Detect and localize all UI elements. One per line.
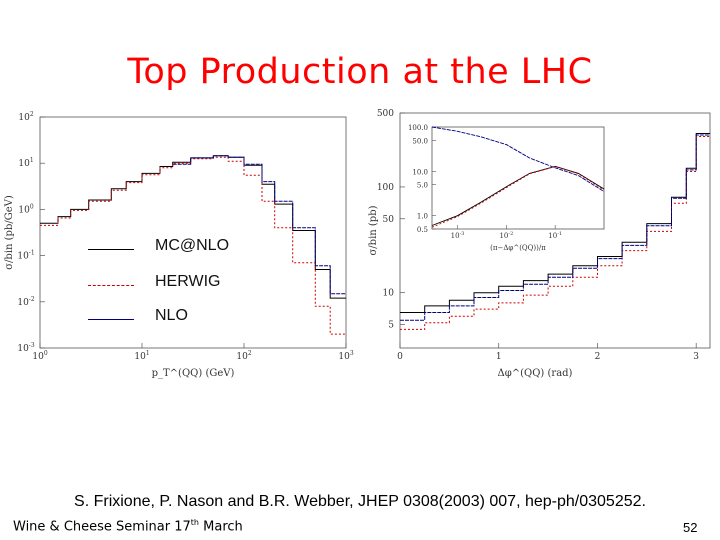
inset-y-tick-label: 1.0 xyxy=(417,213,428,221)
inset-x-tick-label: 10-2 xyxy=(499,231,513,240)
y-tick-label: 10-2 xyxy=(17,296,34,308)
plot-frame xyxy=(399,112,711,349)
series-line-herwig xyxy=(40,156,346,335)
inset-series-line-nlo xyxy=(431,126,605,192)
inset-x-tick-label: 10-1 xyxy=(548,231,562,240)
x-tick-label: 101 xyxy=(134,350,149,362)
y-tick-label: 100 xyxy=(377,183,394,193)
legend-label-herwig: HERWIG xyxy=(155,273,221,290)
inset-series-line-mcnlo xyxy=(431,165,605,226)
plot-frame xyxy=(39,116,347,349)
x-tick-label: 102 xyxy=(236,350,251,362)
y-tick-label: 10-1 xyxy=(17,250,34,262)
y-axis-label: σ/bin (pb/GeV) xyxy=(4,195,15,270)
x-axis-label: Δφ^(QQ) (rad) xyxy=(498,368,573,379)
inset-y-tick-label: 50.0 xyxy=(412,137,428,145)
citation: S. Frixione, P. Nason and B.R. Webber, J… xyxy=(74,493,646,510)
footer-seminar-info: Wine & Cheese Seminar 17th March xyxy=(13,518,243,534)
legend-line-mcatnlo xyxy=(88,249,134,250)
y-tick-label: 101 xyxy=(18,157,33,169)
inset-x-tick-label: 10-3 xyxy=(451,231,465,240)
inset-y-tick-label: 0.5 xyxy=(417,226,428,234)
footer-month: March xyxy=(199,519,243,535)
delta-phi-plot: 5 10 50 100 500 0 1 2 3 σ/bin (pb) Δφ^(QQ) (rad) 0.… xyxy=(368,109,711,379)
y-tick-label: 50 xyxy=(383,215,395,225)
x-tick-label: 100 xyxy=(32,350,47,362)
legend-line-herwig xyxy=(88,285,134,286)
slide-title: Top Production at the LHC xyxy=(127,52,593,92)
y-tick-label: 10 xyxy=(383,289,395,299)
inset-frame xyxy=(431,126,605,230)
y-tick-label: 5 xyxy=(388,321,394,331)
inset-x-axis-label: (π−Δφ^(QQ))/π xyxy=(490,244,546,252)
legend-item-nlo: NLO xyxy=(88,305,338,327)
y-tick-label: 10-3 xyxy=(17,342,34,354)
x-tick-label: 2 xyxy=(595,352,601,362)
footer-ordinal-suffix: th xyxy=(190,518,200,527)
inset-plot: 0.5 1.0 5.0 10.0 50.0 100.0 10-3 10-2 10-1(π−Δφ^… xyxy=(408,124,605,252)
page-number: 52 xyxy=(683,520,698,535)
legend-item-mcatnlo: MC@NLO xyxy=(88,235,338,257)
inset-series-line-herwig xyxy=(431,166,605,228)
legend-item-herwig: HERWIG xyxy=(88,271,338,293)
y-tick-label: 500 xyxy=(377,109,394,119)
x-tick-label: 103 xyxy=(338,350,353,362)
x-tick-label: 3 xyxy=(693,352,699,362)
series-line-herwig xyxy=(400,136,710,330)
x-tick-label: 0 xyxy=(397,352,403,362)
legend-line-nlo xyxy=(88,319,134,320)
x-tick-label: 1 xyxy=(496,352,502,362)
y-tick-label: 100 xyxy=(18,203,33,215)
x-axis-label: p_T^(QQ) (GeV) xyxy=(152,368,235,379)
series-line-nlo xyxy=(400,134,710,321)
inset-y-tick-label: 10.0 xyxy=(412,168,428,176)
inset-y-tick-label: 5.0 xyxy=(417,182,428,190)
inset-y-tick-label: 100.0 xyxy=(408,124,428,132)
pt-spectrum-plot: 10-3 10-2 10-1 100 101 102 100 101 102 103 σ/bin (… xyxy=(4,111,354,379)
y-axis-label: σ/bin (pb) xyxy=(368,205,379,255)
legend-label-mcatnlo: MC@NLO xyxy=(155,237,230,254)
footer-seminar-text: Wine & Cheese Seminar 17 xyxy=(13,519,191,535)
y-tick-label: 102 xyxy=(18,111,33,123)
legend-label-nlo: NLO xyxy=(155,307,188,324)
